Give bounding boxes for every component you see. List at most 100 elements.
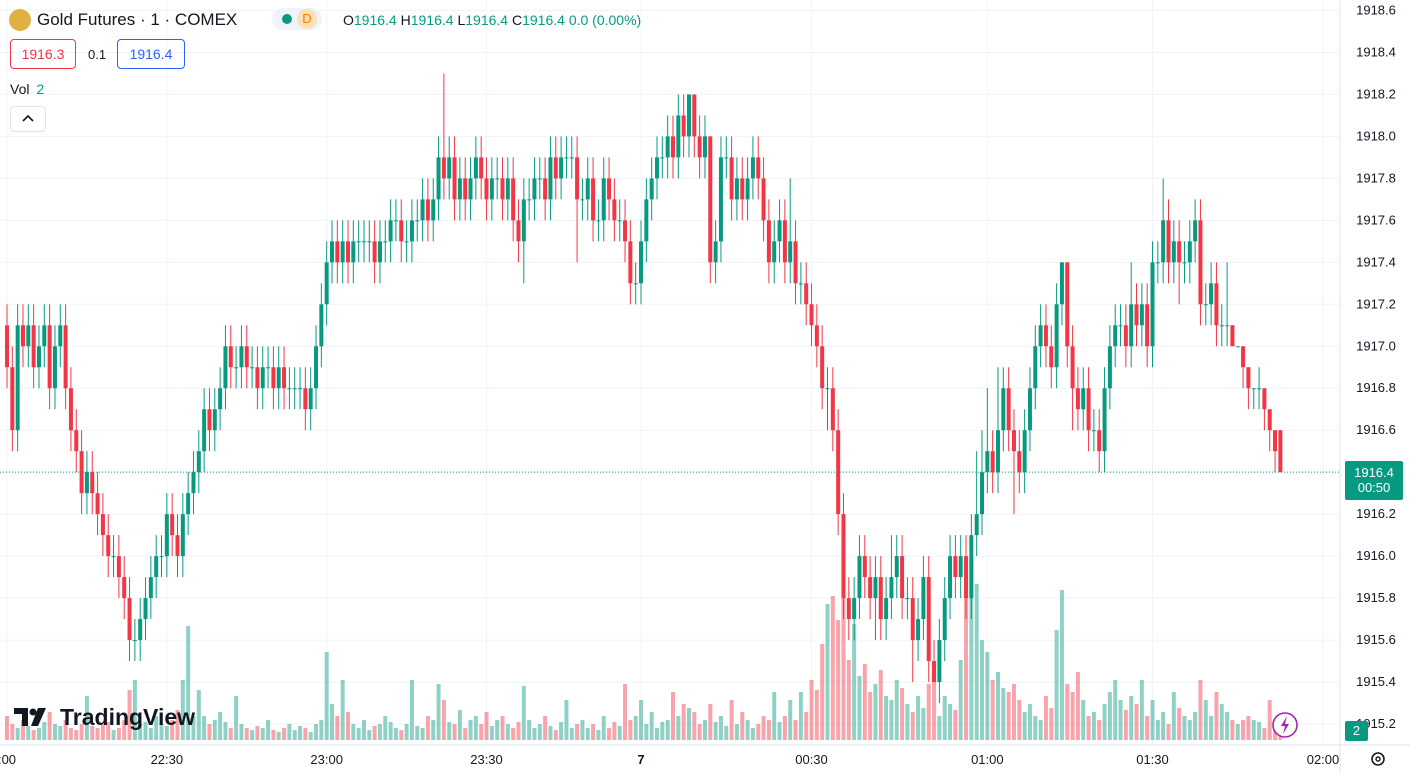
candle-body (95, 493, 100, 515)
volume-bar (68, 728, 73, 740)
volume-bar (292, 730, 297, 740)
candle-body (926, 577, 931, 662)
volume-bar (601, 716, 606, 740)
candle-body (463, 178, 468, 200)
volume-bar (100, 724, 105, 740)
x-tick-label: 01:30 (1136, 752, 1169, 767)
volume-bar (111, 730, 116, 740)
volume-bar (1017, 700, 1022, 740)
candle-body (1113, 325, 1118, 347)
volume-bar (969, 556, 974, 740)
volume-bar (372, 726, 377, 740)
volume-bar (974, 584, 979, 740)
candle-body (58, 325, 63, 347)
candle-body (852, 598, 857, 620)
candle-body (345, 241, 350, 263)
volume-bar (655, 728, 660, 740)
volume-badge: 2 (1345, 721, 1368, 741)
volume-bar (804, 712, 809, 740)
volume-bar (383, 716, 388, 740)
volume-bar (809, 680, 814, 740)
volume-bar (1097, 720, 1102, 740)
symbol-title[interactable]: Gold Futures · 1 · COMEX (37, 10, 238, 29)
volume-bar (702, 720, 707, 740)
candle-body (889, 577, 894, 599)
y-tick-label: 1917.0 (1356, 338, 1396, 353)
candle-body (607, 178, 612, 200)
candle-body (409, 220, 414, 242)
volume-bar (20, 720, 25, 740)
candle-body (31, 325, 36, 368)
candle-body (1187, 241, 1192, 263)
volume-bar (127, 690, 132, 740)
volume-bar (148, 728, 153, 740)
status-pill[interactable]: D (272, 8, 322, 30)
buy-price[interactable]: 1916.4 (117, 39, 185, 69)
candle-body (1075, 388, 1080, 410)
candle-body (207, 409, 212, 431)
candle-body (26, 325, 31, 347)
sell-price[interactable]: 1916.3 (10, 39, 76, 69)
volume-bar (1198, 680, 1203, 740)
volume-bar (58, 726, 63, 740)
candle-body (500, 178, 505, 200)
volume-bar (260, 728, 265, 740)
volume-bar (1118, 700, 1123, 740)
candle-body (484, 178, 489, 200)
collapse-button[interactable] (10, 106, 46, 132)
volume-bar (964, 570, 969, 740)
lightning-button[interactable] (1272, 712, 1298, 738)
candle-body (809, 304, 814, 326)
candle-body (969, 535, 974, 599)
settings-gear[interactable] (1371, 752, 1385, 766)
countdown: 00:50 (1357, 480, 1391, 495)
volume-bar (63, 720, 68, 740)
candle-body (42, 325, 47, 347)
o-label: O (343, 12, 354, 28)
candle-body (697, 136, 702, 158)
volume-bar (756, 724, 761, 740)
volume-bar (90, 726, 95, 740)
volume-bar (585, 728, 590, 740)
candle-body (164, 514, 169, 557)
candle-body (308, 388, 313, 410)
y-tick-label: 1916.8 (1356, 380, 1396, 395)
candle-body (553, 157, 558, 179)
volume-bar (1161, 712, 1166, 740)
volume-bar (1257, 722, 1262, 740)
volume-bar (686, 708, 691, 740)
volume-bar (132, 680, 137, 740)
volume-bar (452, 724, 457, 740)
volume-bar (436, 684, 441, 740)
volume-bar (186, 626, 191, 740)
candle-body (271, 367, 276, 389)
volume-bar (670, 692, 675, 740)
delay-badge: D (297, 9, 317, 29)
volume-bar (1145, 716, 1150, 740)
candle-body (612, 199, 617, 221)
volume-bar (31, 730, 36, 740)
y-tick-label: 1917.6 (1356, 212, 1396, 227)
candle-body (159, 556, 164, 558)
volume-bar (404, 724, 409, 740)
volume-bar (345, 712, 350, 740)
candle-body (916, 619, 921, 641)
candle-body (303, 388, 308, 410)
volume-bar (431, 720, 436, 740)
candle-body (479, 157, 484, 179)
candle-body (857, 556, 862, 599)
candle-body (777, 220, 782, 242)
candle-body (473, 157, 478, 179)
candle-body (1027, 388, 1032, 431)
volume-bar (633, 716, 638, 740)
candle-body (63, 325, 68, 389)
candle-body (953, 556, 958, 578)
volume-bar (175, 710, 180, 740)
candle-body (905, 598, 910, 600)
candle-body (298, 388, 303, 390)
volume-bar (351, 724, 356, 740)
volume-bar (1139, 680, 1144, 740)
candles (5, 73, 1283, 704)
volume-bar (1225, 712, 1230, 740)
candle-body (782, 220, 787, 263)
